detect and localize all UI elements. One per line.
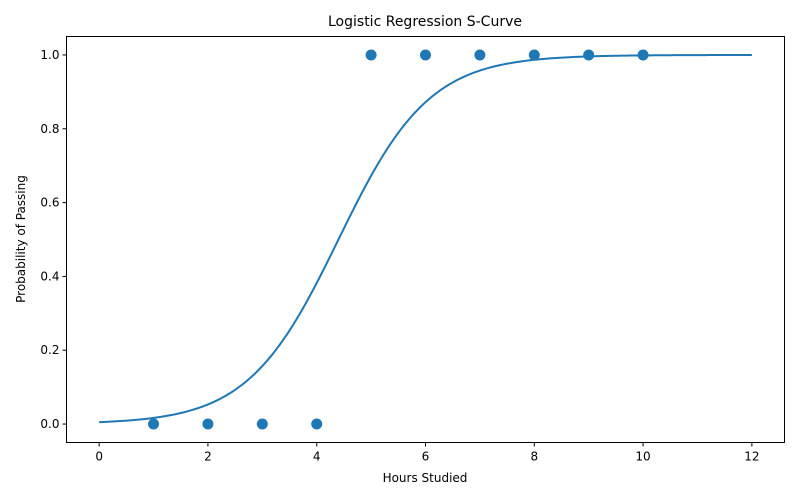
data-point	[311, 418, 323, 430]
data-point	[202, 418, 214, 430]
data-point	[148, 418, 160, 430]
data-point	[583, 49, 595, 61]
x-tick-label: 0	[95, 450, 103, 464]
y-tick-label: 0.8	[40, 122, 59, 136]
logistic-fit-curve	[99, 53, 752, 424]
data-point	[528, 49, 540, 61]
x-tick-label: 4	[313, 450, 321, 464]
y-tick-label: 0.2	[40, 343, 59, 357]
x-axis-ticks: 0 2 4 6 8 10 12	[95, 442, 760, 464]
chart-title: Logistic Regression S-Curve	[328, 14, 522, 30]
y-tick-label: 0.6	[40, 196, 59, 210]
x-tick-label: 12	[744, 450, 759, 464]
data-points	[148, 49, 649, 430]
x-tick-label: 6	[422, 450, 430, 464]
data-point	[474, 49, 486, 61]
x-tick-label: 8	[530, 450, 538, 464]
y-tick-label: 1.0	[40, 48, 59, 62]
y-tick-label: 0.4	[40, 269, 59, 283]
data-point	[365, 49, 377, 61]
y-axis-ticks: 0.0 0.2 0.4 0.6 0.8 1.0	[40, 48, 67, 431]
y-tick-label: 0.0	[40, 417, 59, 431]
x-tick-label: 10	[635, 450, 650, 464]
y-axis-label: Probability of Passing	[14, 175, 28, 303]
data-point	[637, 49, 649, 61]
data-point	[256, 418, 268, 430]
x-axis-label: Hours Studied	[383, 471, 468, 485]
plot-area-frame	[66, 36, 785, 443]
data-point	[420, 49, 431, 61]
x-tick-label: 2	[204, 450, 212, 464]
